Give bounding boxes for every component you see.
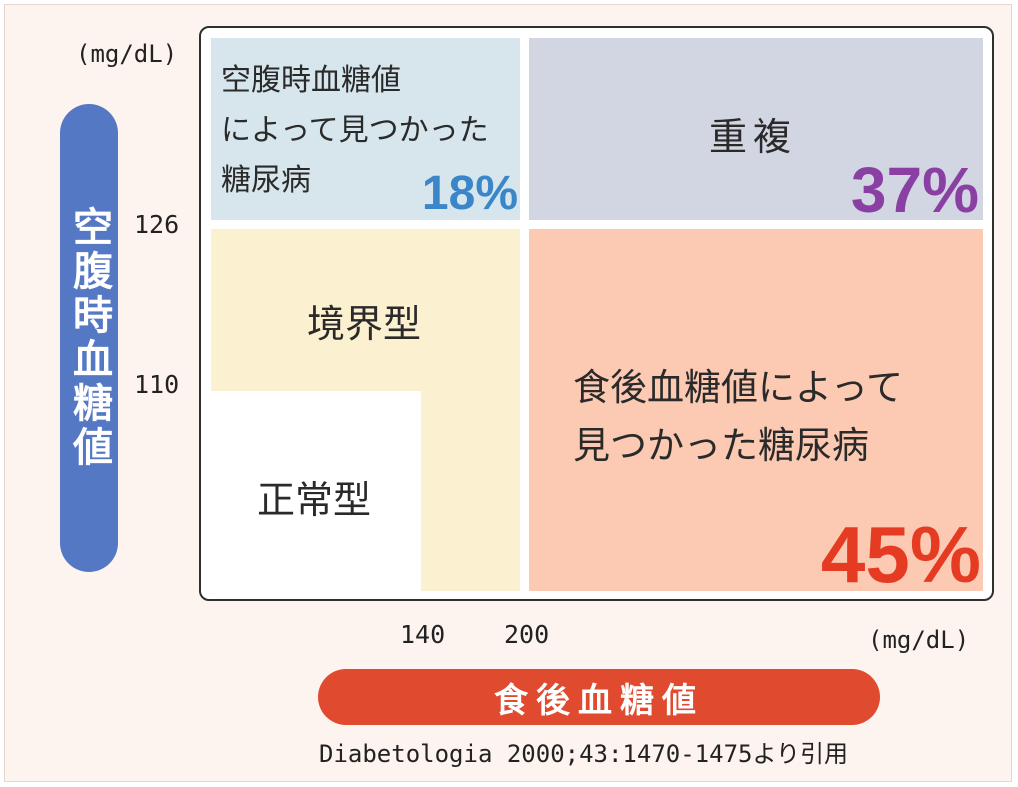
x-axis-title-pill: 食後血糖値 [318,669,880,725]
x-tick-140: 140 [400,620,446,649]
region-normal: 正常型 [211,391,421,591]
source-citation: Diabetologia 2000;43:1470-1475より引用 [319,740,848,768]
y-axis-unit: (mg/dL) [76,40,178,68]
region-fasting-only: 空腹時血糖値 によって見つかった 糖尿病 18% [211,38,520,220]
y-axis-title: 空腹時血糖値 [66,206,112,470]
region-borderline-label: 境界型 [307,302,422,346]
percent-45: 45% [820,510,981,599]
x-tick-200: 200 [504,620,550,649]
region-postprandial-only: 食後血糖値によって 見つかった糖尿病 45% [529,229,983,595]
percent-18: 18% [421,167,518,220]
x-axis-title: 食後血糖値 [494,680,704,721]
y-axis-title-pill: 空腹時血糖値 [60,104,118,572]
y-tick-126: 126 [134,210,180,239]
region-fasting-only-label: 空腹時血糖値 によって見つかった 糖尿病 [221,63,489,198]
quadrant-chart: 空腹時血糖値 によって見つかった 糖尿病 18% 重複 37% 境界型 正常型 … [199,26,994,601]
region-normal-label: 正常型 [257,478,372,522]
region-postprandial-only-label: 食後血糖値によって 見つかった糖尿病 [573,366,904,467]
region-overlap-label: 重複 [709,115,798,159]
region-overlap: 重複 37% [529,38,983,226]
x-axis-unit: (mg/dL) [868,626,970,654]
y-tick-110: 110 [134,370,180,399]
percent-37: 37% [850,154,979,226]
